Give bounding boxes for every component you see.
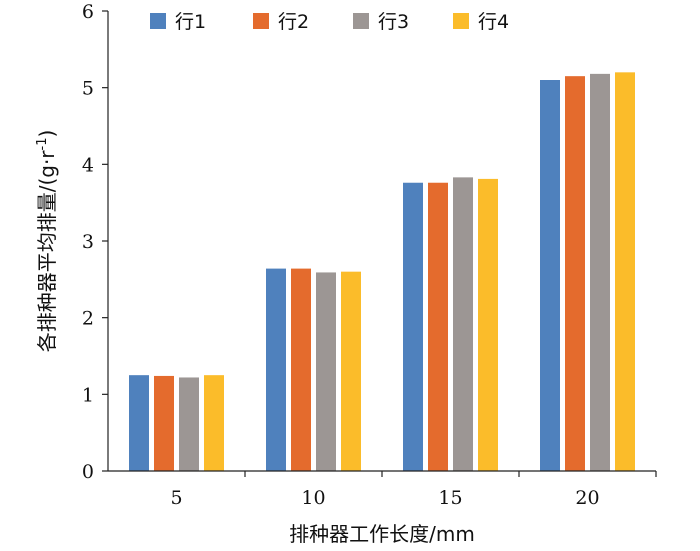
y-tick-label: 1 xyxy=(82,384,94,406)
bar xyxy=(316,272,336,471)
legend-label: 行4 xyxy=(478,11,509,33)
x-tick-label: 5 xyxy=(170,487,182,509)
legend-swatch xyxy=(353,13,369,29)
y-tick-label: 0 xyxy=(82,461,94,483)
legend-swatch xyxy=(453,13,469,29)
x-tick-label: 20 xyxy=(575,487,599,509)
bar xyxy=(540,80,560,471)
bar xyxy=(478,178,498,471)
y-tick-label: 6 xyxy=(82,1,94,23)
bar xyxy=(341,271,361,471)
bar xyxy=(565,76,585,472)
bar xyxy=(403,182,423,471)
bar xyxy=(129,375,149,471)
bar xyxy=(179,377,199,471)
bar xyxy=(590,73,610,471)
bars xyxy=(129,72,635,472)
bar xyxy=(154,375,174,471)
bar xyxy=(291,268,311,471)
bar xyxy=(615,72,635,471)
x-axis-title: 排种器工作长度/mm xyxy=(289,522,475,546)
y-tick-label: 4 xyxy=(82,154,94,176)
x-tick-label: 10 xyxy=(301,487,325,509)
y-tick-label: 3 xyxy=(82,231,94,253)
legend-label: 行2 xyxy=(278,11,309,33)
legend-label: 行1 xyxy=(175,11,206,33)
legend-swatch xyxy=(253,13,269,29)
x-ticks: 5 10 15 20 xyxy=(170,471,657,509)
y-ticks: 0 1 2 3 4 5 6 xyxy=(82,1,108,483)
bar xyxy=(428,182,448,471)
y-axis-title-tail: ) xyxy=(35,130,59,138)
bar xyxy=(266,268,286,471)
y-axis-title-sup: -1 xyxy=(35,138,50,151)
bar xyxy=(453,177,473,471)
legend-label: 行3 xyxy=(378,11,409,33)
y-tick-label: 2 xyxy=(82,308,94,330)
y-tick-label: 5 xyxy=(82,78,94,100)
legend-swatch xyxy=(150,13,166,29)
x-tick-label: 15 xyxy=(438,487,462,509)
y-axis-title: 各排种器平均排量/(g·r-1) xyxy=(35,130,59,353)
bar xyxy=(204,375,224,471)
y-axis-title-main: 各排种器平均排量/(g·r xyxy=(35,150,59,353)
legend: 行1 行2 行3 行4 xyxy=(150,11,509,33)
